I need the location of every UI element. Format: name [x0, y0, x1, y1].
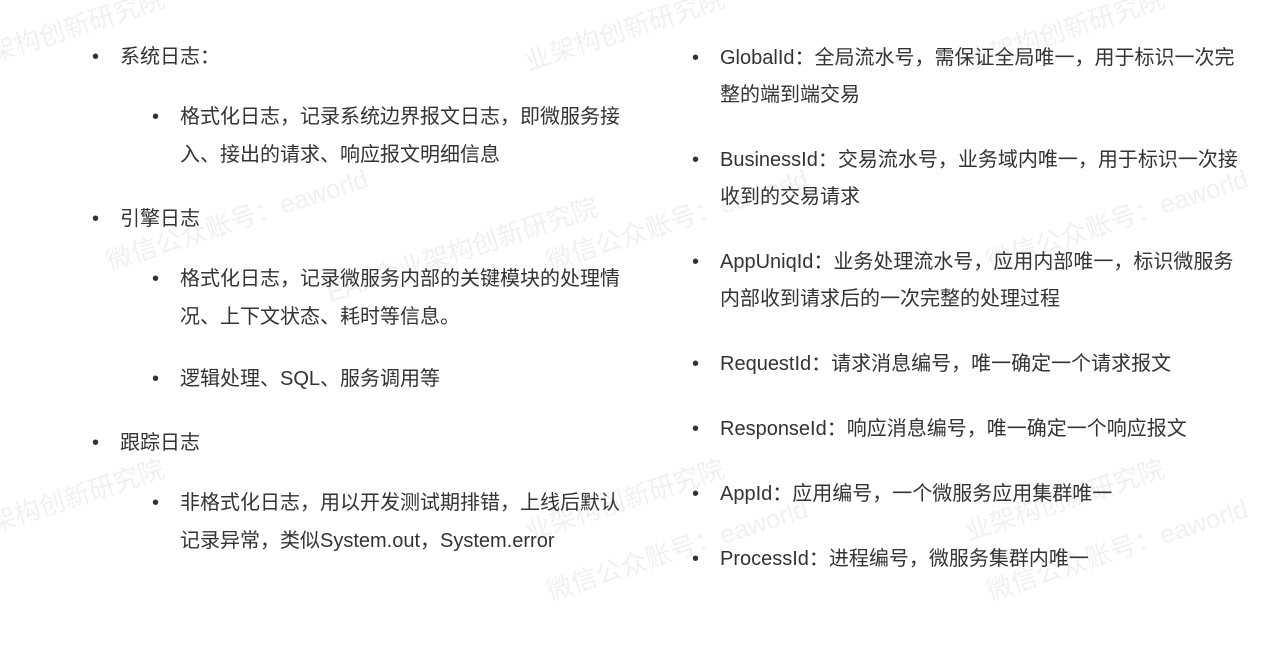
- list-subitem: 格式化日志，记录系统边界报文日志，即微服务接入、接出的请求、响应报文明细信息: [180, 98, 620, 174]
- list-subitem: 格式化日志，记录微服务内部的关键模块的处理情况、上下文状态、耗时等信息。: [180, 260, 620, 336]
- item-label: 跟踪日志: [120, 432, 200, 454]
- list-item-globalid: GlobalId：全局流水号，需保证全局唯一，用于标识一次完整的端到端交易: [720, 40, 1240, 114]
- item-label: 引擎日志: [120, 208, 200, 230]
- left-list: 系统日志： 格式化日志，记录系统边界报文日志，即微服务接入、接出的请求、响应报文…: [40, 40, 620, 560]
- list-item-processid: ProcessId：进程编号，微服务集群内唯一: [720, 541, 1240, 578]
- list-subitem: 非格式化日志，用以开发测试期排错，上线后默认记录异常，类似System.out，…: [180, 484, 620, 560]
- sublist: 格式化日志，记录微服务内部的关键模块的处理情况、上下文状态、耗时等信息。 逻辑处…: [120, 260, 620, 398]
- list-item-requestid: RequestId：请求消息编号，唯一确定一个请求报文: [720, 346, 1240, 383]
- item-label: 系统日志：: [120, 46, 220, 68]
- sublist: 非格式化日志，用以开发测试期排错，上线后默认记录异常，类似System.out，…: [120, 484, 620, 560]
- list-subitem: 逻辑处理、SQL、服务调用等: [180, 360, 620, 398]
- left-column: 系统日志： 格式化日志，记录系统边界报文日志，即微服务接入、接出的请求、响应报文…: [20, 40, 640, 636]
- right-column: GlobalId：全局流水号，需保证全局唯一，用于标识一次完整的端到端交易 Bu…: [640, 40, 1260, 636]
- list-item-system-log: 系统日志： 格式化日志，记录系统边界报文日志，即微服务接入、接出的请求、响应报文…: [120, 40, 620, 174]
- right-list: GlobalId：全局流水号，需保证全局唯一，用于标识一次完整的端到端交易 Bu…: [660, 40, 1240, 578]
- list-item-responseid: ResponseId：响应消息编号，唯一确定一个响应报文: [720, 411, 1240, 448]
- sublist: 格式化日志，记录系统边界报文日志，即微服务接入、接出的请求、响应报文明细信息: [120, 98, 620, 174]
- list-item-appuniqid: AppUniqId：业务处理流水号，应用内部唯一，标识微服务内部收到请求后的一次…: [720, 244, 1240, 318]
- list-item-engine-log: 引擎日志 格式化日志，记录微服务内部的关键模块的处理情况、上下文状态、耗时等信息…: [120, 202, 620, 398]
- list-item-trace-log: 跟踪日志 非格式化日志，用以开发测试期排错，上线后默认记录异常，类似System…: [120, 426, 620, 560]
- list-item-appid: AppId：应用编号，一个微服务应用集群唯一: [720, 476, 1240, 513]
- list-item-businessid: BusinessId：交易流水号，业务域内唯一，用于标识一次接收到的交易请求: [720, 142, 1240, 216]
- slide-content: 系统日志： 格式化日志，记录系统边界报文日志，即微服务接入、接出的请求、响应报文…: [0, 0, 1280, 656]
